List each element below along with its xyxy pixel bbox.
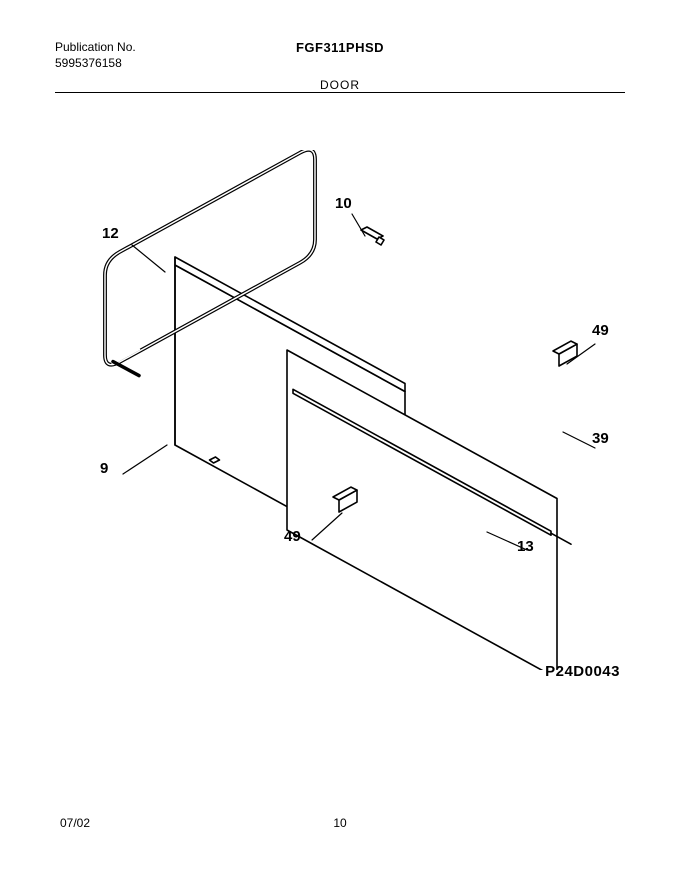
callout-9: 9 bbox=[100, 460, 108, 477]
header-rule bbox=[55, 92, 625, 93]
publication-number: 5995376158 bbox=[55, 56, 136, 72]
callout-39: 39 bbox=[592, 430, 609, 447]
figure-code: P24D0043 bbox=[545, 663, 620, 680]
diagram-svg bbox=[55, 150, 625, 670]
section-title: DOOR bbox=[320, 78, 360, 92]
callout-12: 12 bbox=[102, 225, 119, 242]
footer-date: 07/02 bbox=[60, 816, 90, 830]
publication-label: Publication No. bbox=[55, 40, 136, 56]
exploded-diagram: 12 10 49 39 9 49 13 bbox=[55, 150, 625, 670]
callout-10: 10 bbox=[335, 195, 352, 212]
callout-13: 13 bbox=[517, 538, 534, 555]
callout-49: 49 bbox=[284, 528, 301, 545]
model-number: FGF311PHSD bbox=[296, 40, 384, 55]
footer-page: 10 bbox=[333, 816, 346, 830]
publication-block: Publication No. 5995376158 bbox=[55, 40, 136, 71]
callout-49: 49 bbox=[592, 322, 609, 339]
